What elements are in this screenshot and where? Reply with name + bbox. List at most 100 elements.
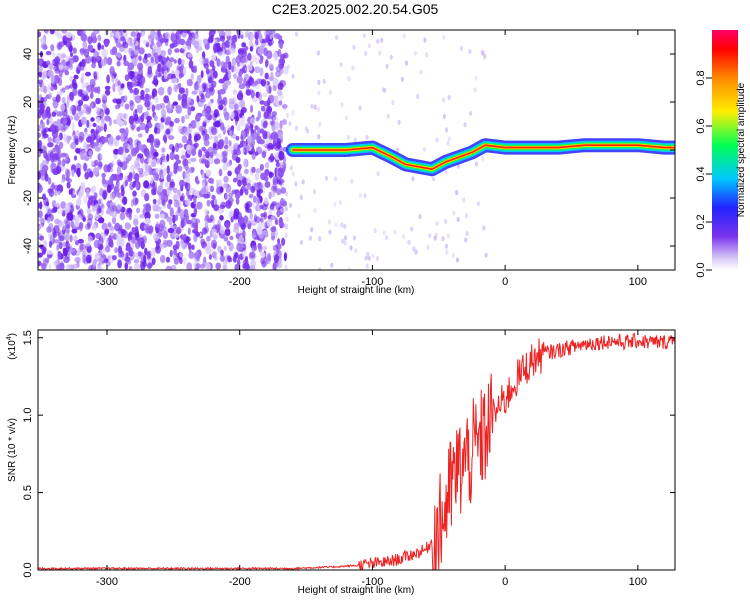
noise-speckle [200,187,206,195]
noise-speckle [64,85,71,90]
noise-speckle [109,192,116,200]
noise-speckle [173,164,180,173]
noise-speckle [95,138,100,143]
noise-speckle [428,233,432,239]
noise-speckle [464,237,468,243]
noise-speckle [97,265,103,270]
noise-speckle [113,153,118,160]
noise-speckle [41,166,45,175]
noise-speckle [259,67,264,77]
noise-speckle [201,170,205,179]
noise-speckle [80,77,84,84]
noise-speckle [97,205,101,212]
noise-speckle [220,249,224,256]
noise-speckle [45,30,49,35]
noise-speckle [76,214,82,221]
noise-speckle [318,121,322,127]
noise-speckle [148,151,153,159]
noise-speckle [119,212,126,221]
noise-speckle [213,158,221,165]
noise-speckle [283,65,289,75]
noise-speckle [455,189,459,196]
noise-speckle [433,235,437,241]
noise-speckle [262,121,268,129]
noise-speckle [288,202,293,208]
noise-speckle [301,179,305,185]
noise-speckle [74,256,81,263]
noise-speckle [268,191,272,200]
noise-speckle [62,241,66,248]
noise-speckle [228,71,232,80]
noise-speckle [56,111,63,117]
noise-speckle [442,113,446,119]
noise-speckle [218,78,225,84]
noise-speckle [165,256,171,263]
noise-speckle [193,207,198,216]
noise-speckle [99,232,106,242]
noise-speckle [117,245,123,254]
noise-speckle [267,142,274,150]
noise-speckle [259,204,264,210]
noise-speckle [173,187,178,194]
noise-speckle [56,244,60,251]
noise-speckle [104,85,111,91]
noise-speckle [47,188,53,194]
noise-speckle [277,238,281,244]
noise-speckle [328,89,332,95]
noise-speckle [83,104,89,109]
noise-speckle [410,226,414,232]
noise-speckle [442,34,446,40]
noise-speckle [401,234,406,240]
noise-speckle [250,32,254,42]
noise-speckle [129,99,134,106]
noise-speckle [143,203,149,209]
noise-speckle [208,254,212,260]
noise-speckle [224,80,231,86]
noise-speckle [182,30,189,34]
noise-speckle [238,70,243,77]
noise-speckle [88,171,94,178]
noise-speckle [187,96,192,104]
noise-speckle [208,135,214,140]
noise-speckle [236,242,243,252]
noise-speckle [213,146,218,155]
noise-speckle [240,185,246,193]
noise-speckle [104,39,109,48]
noise-speckle [173,214,179,221]
noise-speckle [154,213,160,219]
noise-speckle [204,91,211,99]
noise-speckle [184,114,190,120]
noise-speckle [231,189,237,195]
noise-speckle [142,39,148,45]
noise-speckle [90,117,95,122]
noise-speckle [106,74,110,84]
noise-speckle [187,158,192,165]
noise-speckle [284,206,289,212]
noise-speckle [58,77,63,87]
noise-speckle [70,52,74,58]
noise-speckle [446,233,450,239]
noise-speckle [317,90,321,96]
noise-speckle [258,244,263,253]
noise-speckle [112,83,116,93]
noise-speckle [163,70,168,80]
noise-speckle [464,213,469,219]
noise-speckle [183,126,190,136]
noise-speckle [69,234,73,243]
noise-speckle [347,76,351,82]
noise-speckle [72,189,76,195]
noise-speckle [210,178,215,185]
noise-speckle [153,75,158,83]
noise-speckle [431,176,436,182]
noise-speckle [196,201,203,210]
noise-speckle [64,242,70,248]
noise-speckle [211,194,216,200]
noise-speckle [228,192,234,199]
noise-speckle [330,262,334,268]
noise-speckle [223,61,228,69]
noise-speckle [201,227,208,235]
noise-speckle [223,144,229,150]
noise-speckle [136,207,141,214]
noise-speckle [95,232,101,240]
noise-speckle [188,60,194,69]
